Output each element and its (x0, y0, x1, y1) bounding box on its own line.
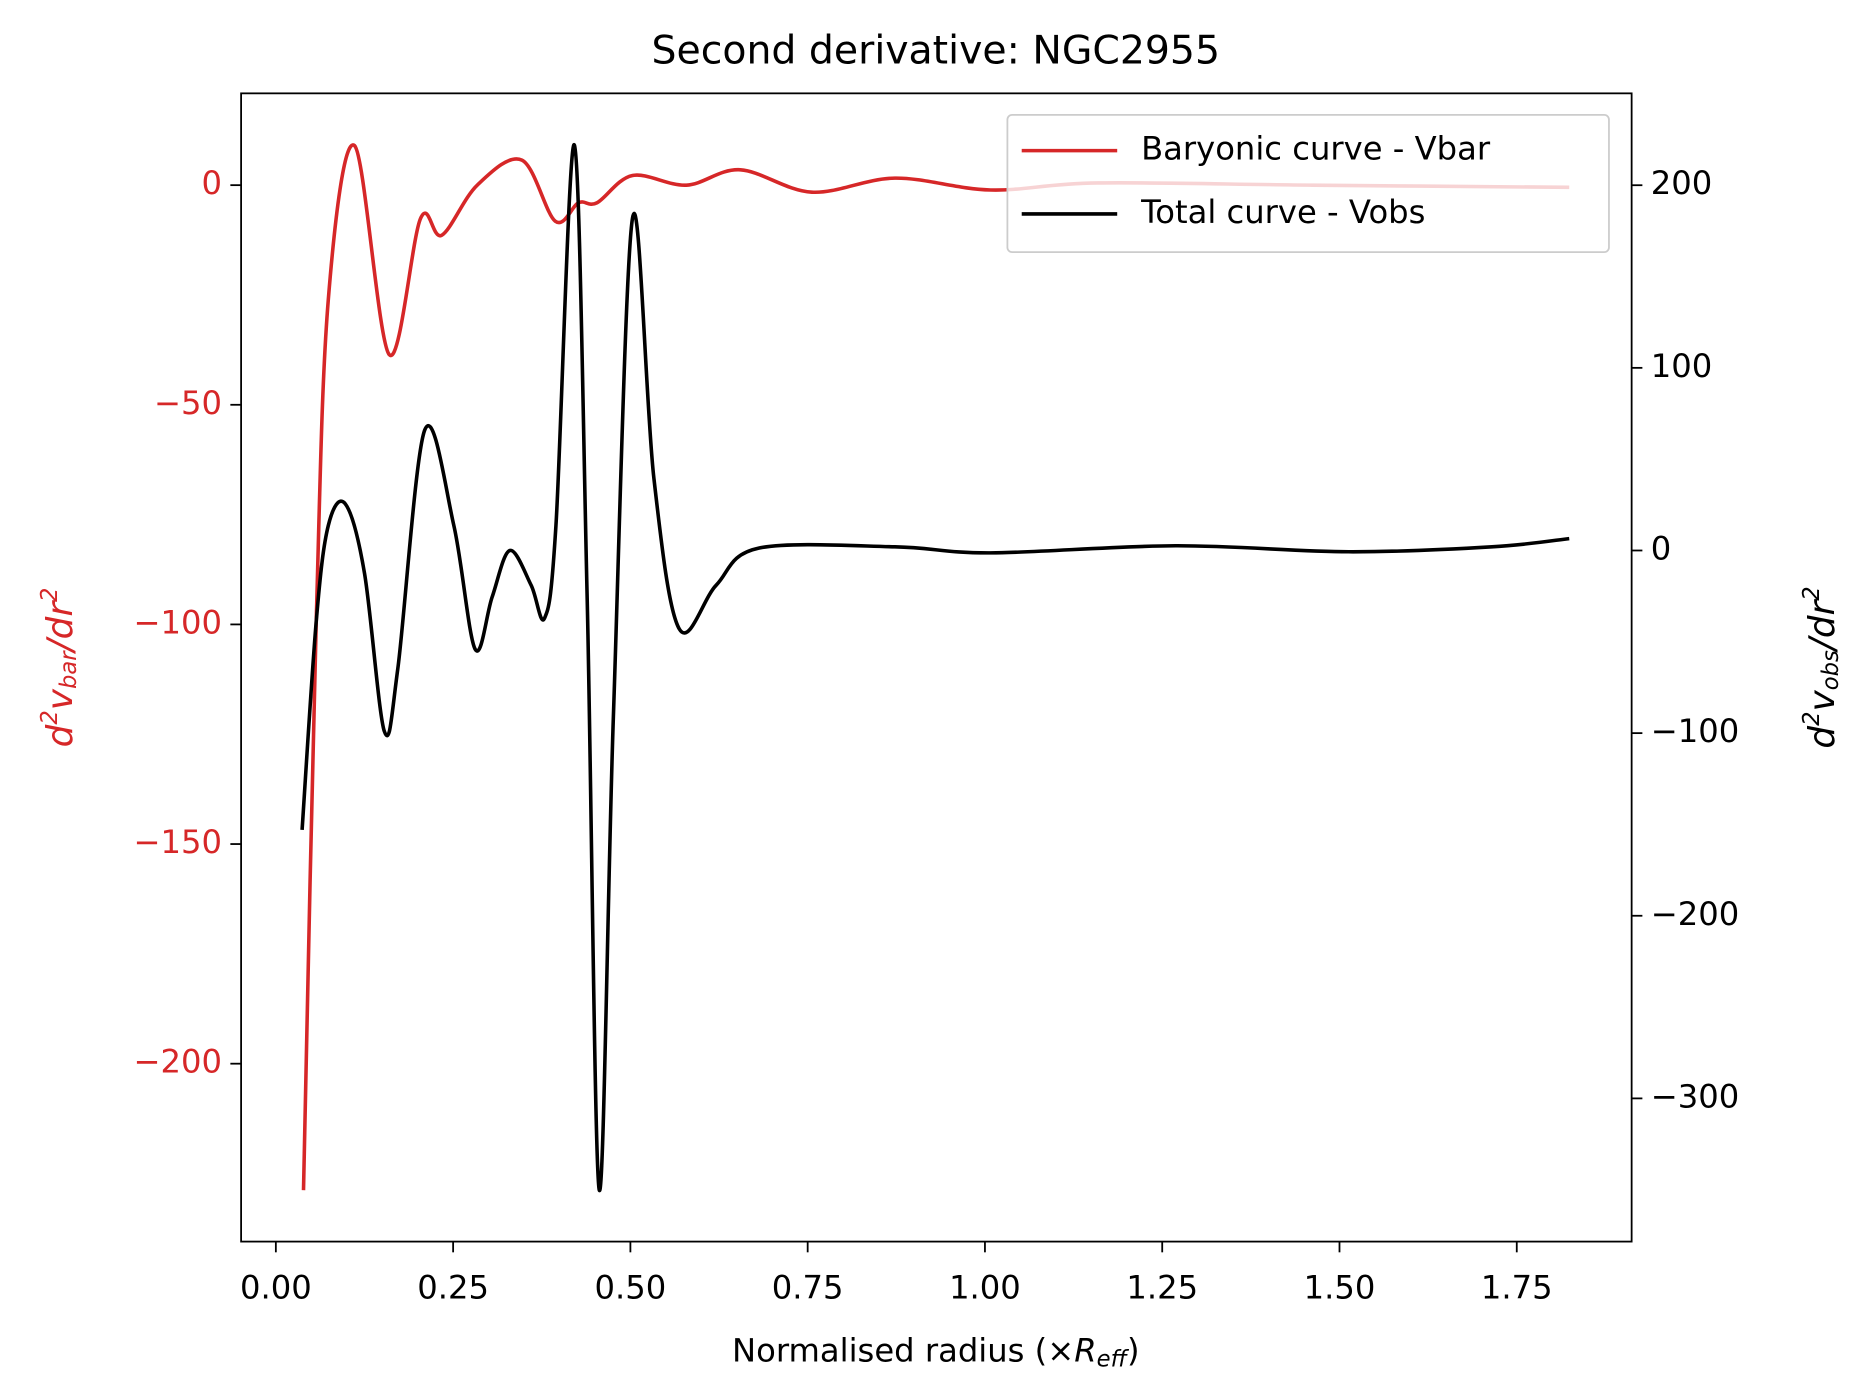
y-tick-label: −50 (154, 384, 222, 422)
legend-label: Baryonic curve - Vbar (1141, 130, 1491, 168)
legend-box (1006, 113, 1610, 253)
y-tick-label: −200 (134, 1043, 223, 1081)
x-tick-label: 0.75 (772, 1268, 844, 1306)
x-label-part: R (1074, 1332, 1096, 1370)
y2-axis-label-part: v (1802, 689, 1843, 711)
x-tick-label: 0.50 (595, 1268, 667, 1306)
y2-axis-label: d2vobs/dr2 (1798, 586, 1843, 748)
chart-title: Second derivative: NGC2955 (651, 27, 1220, 73)
y-axis-label: d2vbar/dr2 (37, 588, 82, 748)
y-tick-label: −100 (134, 603, 223, 641)
x-tick-label: 1.50 (1304, 1268, 1376, 1306)
y2-axis-label-part: 2 (1798, 586, 1824, 600)
x-label-part: eff (1097, 1346, 1130, 1372)
y-axis-label-part: /dr (40, 600, 81, 655)
legend-label: Total curve - Vobs (1140, 193, 1425, 231)
y2-axis-label-part: 2 (1798, 711, 1824, 725)
y2-axis-label-part: /dr (1802, 598, 1843, 653)
y2-tick-label: 100 (1651, 347, 1713, 385)
y-axis-label-part: 2 (37, 588, 63, 602)
y-axis-label-part: v (40, 688, 81, 710)
y2-axis-label-part: d (1802, 726, 1843, 749)
y2-tick-label: 0 (1651, 529, 1672, 567)
y2-tick-label: 200 (1651, 164, 1713, 202)
x-label-part: ) (1127, 1332, 1140, 1370)
y2-tick-label: −300 (1651, 1077, 1740, 1115)
x-axis-label: Normalised radius (×Reff) (732, 1332, 1140, 1373)
y-tick-label: −150 (134, 823, 223, 861)
x-tick-label: 1.75 (1481, 1268, 1553, 1306)
x-tick-label: 1.25 (1126, 1268, 1198, 1306)
y-axis-label-part: 2 (37, 710, 63, 724)
x-label-part: Normalised radius (× (732, 1332, 1074, 1370)
data-line (300, 143, 1570, 1193)
y2-axis-label-part: obs (1817, 650, 1843, 690)
x-tick-label: 1.00 (949, 1268, 1021, 1306)
y2-tick-label: −100 (1651, 712, 1740, 750)
y-tick-label: 0 (202, 164, 223, 202)
data-line (301, 143, 1570, 1191)
plot-frame (240, 92, 1633, 1243)
y-axis-label-part: bar (56, 650, 82, 689)
x-tick-label: 0.25 (417, 1268, 489, 1306)
y-axis-label-part: d (40, 724, 81, 747)
x-tick-label: 0.00 (240, 1268, 312, 1306)
y2-tick-label: −200 (1651, 895, 1740, 933)
